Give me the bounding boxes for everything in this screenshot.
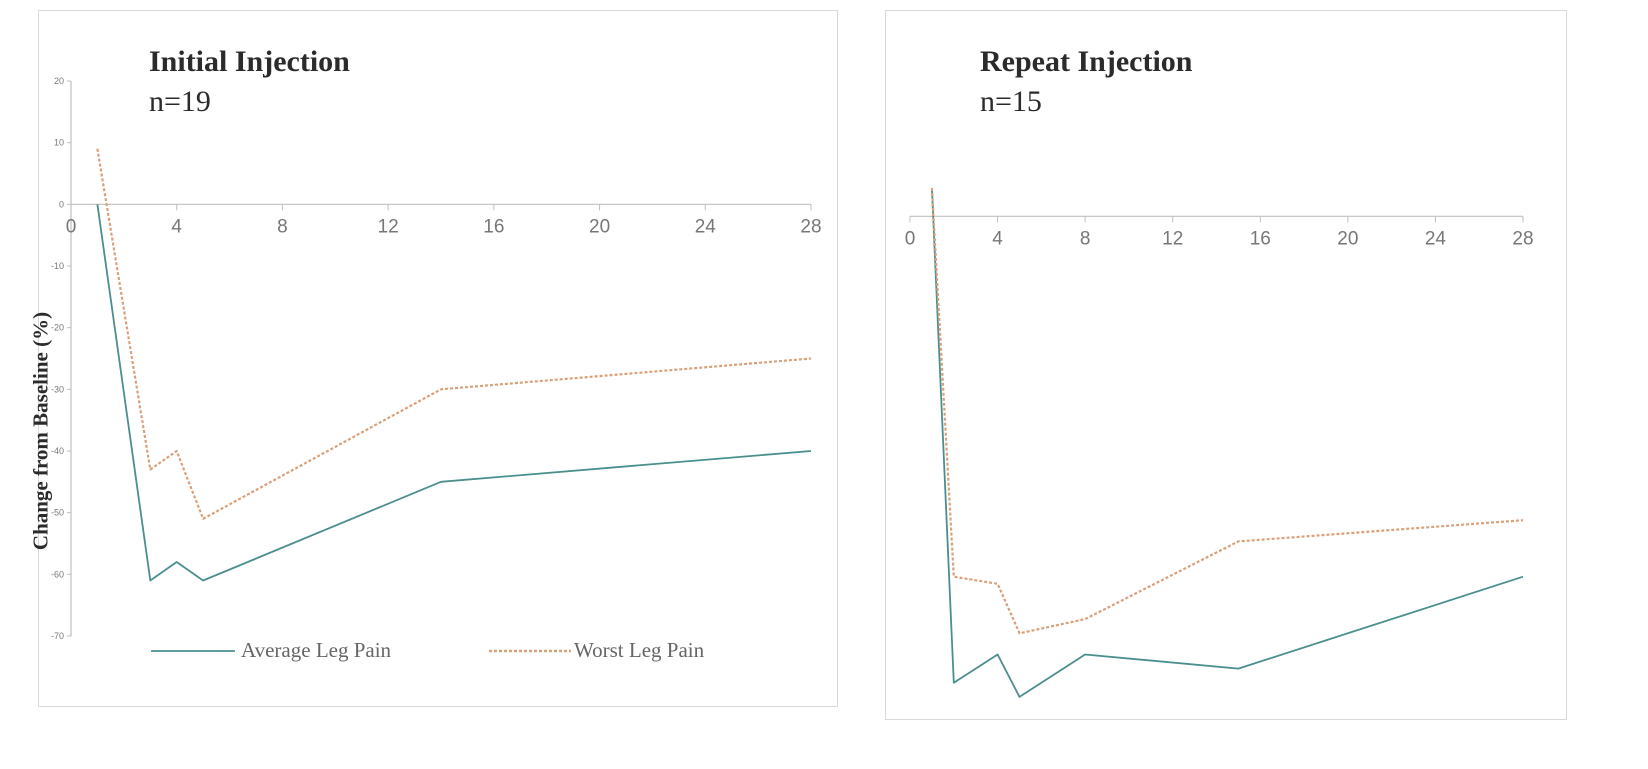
- chart-title: Repeat Injection: [980, 45, 1193, 78]
- x-tick-label: 28: [800, 216, 821, 237]
- x-tick-label: 12: [378, 216, 399, 237]
- y-tick-label: -30: [51, 384, 64, 394]
- y-tick-label: -50: [51, 508, 64, 518]
- x-tick-label: 8: [1080, 228, 1091, 249]
- y-tick-label: 20: [54, 76, 64, 86]
- average-leg-pain-line: [931, 188, 1524, 698]
- chart-panel-repeat: Repeat Injection n=15 0 4 8 12 16 20 24 28: [885, 10, 1567, 720]
- plot-repeat: 0 4 8 12 16 20 24 28: [905, 188, 1534, 698]
- x-tick-label: 16: [1250, 228, 1271, 249]
- x-tick-label: 24: [695, 216, 717, 237]
- chart-subtitle: n=15: [980, 85, 1042, 118]
- average-leg-pain-line: [96, 204, 812, 582]
- y-tick-label: 0: [59, 199, 64, 209]
- y-tick-label: -70: [51, 631, 64, 641]
- x-tick-label: 4: [171, 216, 182, 237]
- x-tick-label: 12: [1162, 228, 1183, 249]
- x-tick-label: 4: [992, 228, 1003, 249]
- chart-subtitle: n=19: [149, 85, 211, 118]
- worst-leg-pain-line: [930, 188, 1524, 635]
- y-tick-label: -20: [51, 323, 64, 333]
- x-tick-label: 16: [483, 216, 504, 237]
- legend-label: Average Leg Pain: [241, 638, 392, 662]
- x-tick-label: 28: [1512, 228, 1533, 249]
- chart-panel-initial: Initial Injection n=19 Change from Basel…: [29, 10, 838, 707]
- x-tick-label: 20: [589, 216, 610, 237]
- x-tick-label: 0: [905, 228, 916, 249]
- x-tick-label: 0: [66, 216, 77, 237]
- x-tick-label: 8: [277, 216, 288, 237]
- y-tick-label: -10: [51, 261, 64, 271]
- y-tick-label: -60: [51, 569, 64, 579]
- worst-leg-pain-line: [96, 148, 812, 520]
- y-tick-label: -40: [51, 446, 64, 456]
- chart-title: Initial Injection: [149, 45, 350, 78]
- legend-label: Worst Leg Pain: [574, 638, 705, 662]
- y-tick-label: 10: [54, 138, 64, 148]
- plot-initial: 20 10 0 -10 -20 -30 -40 -50 -60 -70 0 4 8 12 16 20 24 28 A…: [51, 76, 822, 662]
- x-tick-label: 24: [1425, 228, 1447, 249]
- x-tick-label: 20: [1337, 228, 1358, 249]
